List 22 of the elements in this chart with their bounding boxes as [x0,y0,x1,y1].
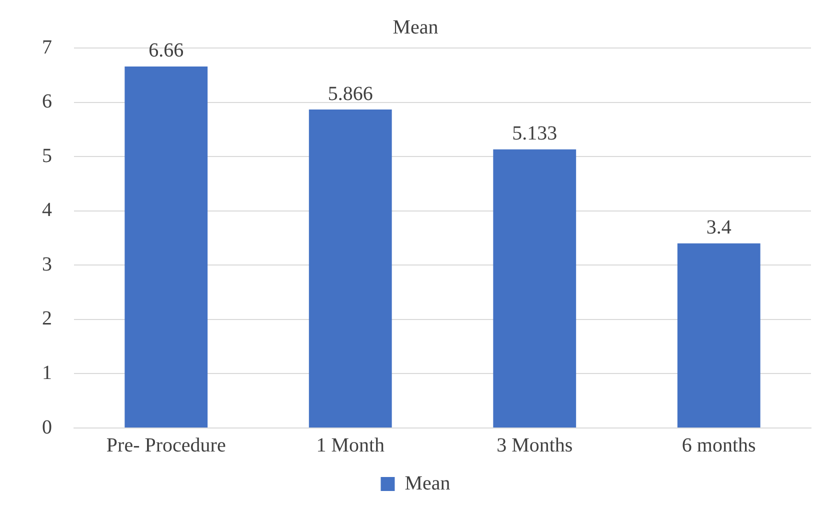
data-label: 5.866 [328,82,373,105]
y-tick-label: 0 [42,416,52,438]
x-tick-label: Pre- Procedure [106,434,226,456]
y-tick-label: 3 [42,253,52,276]
x-tick-label: 6 months [682,434,756,456]
bar [493,149,576,428]
data-label: 3.4 [706,216,732,239]
legend-label: Mean [404,472,450,494]
bar [308,110,392,428]
chart-title: Mean [392,16,438,38]
x-tick-label: 1 Month [316,434,385,456]
y-tick-label: 2 [42,308,52,330]
y-tick-label: 4 [42,199,52,222]
y-tick-label: 5 [42,144,52,167]
data-label: 5.133 [512,122,558,145]
y-tick-label: 6 [42,90,52,113]
bar [124,66,208,428]
y-tick-label: 7 [42,36,52,58]
bar [677,243,760,428]
data-label: 6.66 [148,40,184,62]
x-tick-label: 3 Months [496,434,573,456]
y-tick-label: 1 [42,362,52,384]
